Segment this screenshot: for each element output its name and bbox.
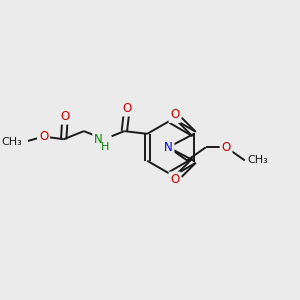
Text: O: O [221,141,231,154]
Text: O: O [170,173,179,186]
Text: O: O [39,130,48,143]
Text: O: O [60,110,70,123]
Text: CH₃: CH₃ [248,155,268,165]
Text: N: N [164,141,173,154]
Text: CH₃: CH₃ [1,137,22,147]
Text: O: O [122,102,132,115]
Text: H: H [101,142,110,152]
Text: O: O [170,108,179,121]
Text: N: N [94,133,103,146]
